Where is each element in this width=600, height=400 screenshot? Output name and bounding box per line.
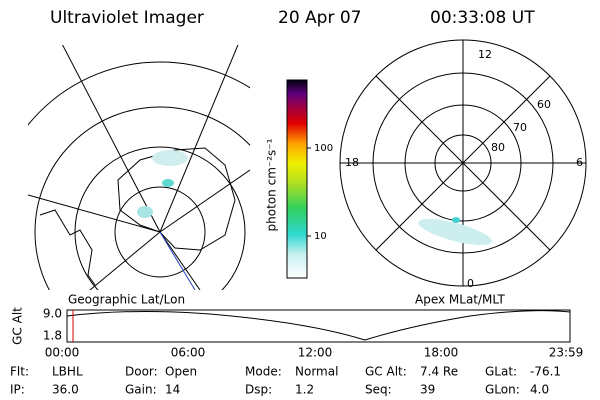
footer-value: Open [165, 365, 197, 379]
footer-label: Gain: [125, 383, 157, 397]
altitude-ytick: 9.0 [43, 307, 62, 321]
colorbar [286, 79, 308, 279]
date: 20 Apr 07 [278, 8, 361, 28]
footer-label: Seq: [365, 383, 392, 397]
aurora [418, 218, 492, 246]
footer-value: Normal [295, 365, 338, 379]
footer-value: 4.0 [530, 383, 549, 397]
footer-value: LBHL [52, 365, 83, 379]
lat-label: 80 [491, 141, 505, 154]
footer-label: GLat: [485, 365, 517, 379]
altitude-xtick: 12:00 [298, 346, 333, 360]
footer-label: GC Alt: [365, 365, 407, 379]
altitude-xtick: 18:00 [424, 346, 459, 360]
footer-label: GLon: [485, 383, 520, 397]
time: 00:33:08 UT [430, 8, 535, 28]
right-caption: Apex MLat/MLT [415, 293, 505, 307]
mlt-label: 0 [467, 277, 474, 290]
footer-value: -76.1 [530, 365, 561, 379]
altitude-curve [66, 310, 571, 341]
title: Ultraviolet Imager [50, 8, 204, 28]
footer-label: Mode: [245, 365, 282, 379]
polar-grid [339, 39, 587, 287]
lat-label: 70 [513, 121, 527, 134]
colorbar-tick-label: 100 [314, 143, 333, 154]
footer-label: IP: [10, 383, 25, 397]
colorbar-tick-label: 10 [314, 231, 327, 242]
altitude-xtick: 23:59 [549, 346, 584, 360]
footer-value: 7.4 Re [420, 365, 458, 379]
footer-label: Flt: [10, 365, 29, 379]
mlt-label: 12 [478, 48, 492, 61]
mlt-label: 18 [345, 156, 359, 169]
colorbar-label: photon cm⁻²s⁻¹ [265, 138, 279, 231]
footer-value: 14 [165, 383, 180, 397]
aurora [452, 217, 460, 223]
altitude-xtick: 00:00 [45, 346, 80, 360]
mlt-label: 6 [576, 156, 583, 169]
footer-value: 36.0 [52, 383, 79, 397]
altitude-ytick: 1.8 [43, 329, 62, 343]
footer-label: Dsp: [245, 383, 272, 397]
altitude-frame [66, 309, 571, 343]
footer: Flt: LBHL Door: Open Mode: Normal GC Alt: 7.4 R… [10, 365, 561, 397]
footer-label: Door: [125, 365, 158, 379]
footer-value: 39 [420, 383, 435, 397]
left-caption: Geographic Lat/Lon [68, 293, 185, 307]
lat-label: 60 [537, 98, 551, 111]
altitude-xtick: 06:00 [171, 346, 206, 360]
geo-map [28, 45, 250, 290]
footer-value: 1.2 [295, 383, 314, 397]
altitude-ylabel: GC Alt [11, 307, 25, 345]
